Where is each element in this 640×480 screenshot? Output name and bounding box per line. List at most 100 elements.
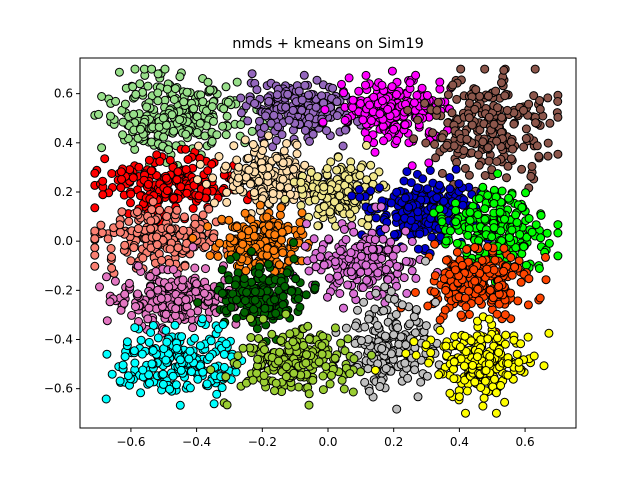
point [240,307,249,317]
point [371,213,381,223]
point [504,233,514,243]
point [238,239,248,249]
point [361,260,371,270]
point [435,77,445,87]
point [402,288,412,298]
point [299,341,308,350]
point [340,115,350,125]
point [356,267,366,277]
point [221,82,231,92]
point [336,338,346,348]
point [407,161,417,171]
y-tick-label: 0.6 [54,87,73,101]
point [319,260,329,270]
point [175,72,185,82]
point [544,328,554,338]
point [155,205,165,215]
point [553,112,563,122]
point [506,253,516,262]
point [142,102,152,112]
point [175,355,185,365]
point [171,380,181,390]
point [439,196,449,206]
point [222,187,232,197]
point [128,173,138,183]
point [501,330,511,340]
point [426,348,436,358]
point [442,140,452,150]
point [437,217,447,227]
point [339,384,349,394]
point [411,273,421,283]
point [489,223,499,233]
point [208,173,218,183]
point [456,310,466,320]
point [281,102,291,112]
point [277,130,287,140]
point [324,273,334,283]
point [190,219,200,229]
point [120,289,130,299]
point [138,365,148,375]
point [403,373,413,383]
point [201,242,210,252]
point [232,77,242,87]
point [311,262,321,272]
point [361,70,371,80]
point [225,255,235,264]
point [370,235,380,245]
points-layer [90,64,563,418]
point [217,383,227,393]
point [456,64,466,74]
point [500,397,510,407]
cluster-4 [403,64,563,196]
point [409,98,419,108]
point [133,261,143,271]
point [186,308,196,318]
point [313,172,322,182]
y-tick-label: −0.4 [44,332,73,346]
point [153,333,163,343]
point [509,119,519,129]
point [346,164,356,173]
point [237,231,247,240]
point [362,175,372,185]
point [541,275,551,285]
point [380,331,390,341]
point [289,238,298,248]
point [114,67,124,77]
point [183,155,193,164]
point [283,89,293,99]
point [299,70,309,80]
point [319,182,329,192]
point [257,164,267,174]
point [156,294,166,303]
point [169,95,179,104]
point [240,296,250,306]
point [129,109,139,119]
point [302,350,311,360]
point [248,375,258,385]
point [348,103,358,112]
point [366,116,376,125]
point [270,295,280,305]
point [153,96,163,106]
point [304,334,314,344]
point [325,379,335,389]
point [345,369,355,379]
point [531,118,540,128]
point [169,193,179,203]
point [293,294,303,304]
point [412,305,421,314]
point [234,162,244,172]
point [193,374,203,384]
point [470,243,480,252]
point [474,194,484,204]
point [536,233,546,243]
point [126,189,136,199]
point [129,243,139,253]
point [241,266,251,276]
point [507,270,517,280]
point [94,109,103,119]
point [413,207,423,217]
